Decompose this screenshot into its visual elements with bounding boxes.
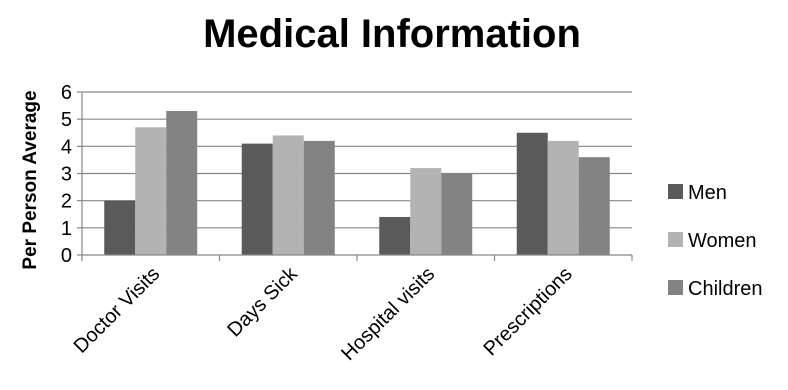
bar-men-hospital-visits: [379, 216, 411, 255]
x-category-label: Doctor Visits: [70, 263, 165, 358]
y-tick-label: 6: [61, 82, 72, 104]
legend: Men Women Children: [668, 182, 762, 300]
x-category-label: Days Sick: [223, 262, 302, 341]
legend-label-men: Men: [688, 182, 727, 204]
y-axis-label: Per Person Average: [20, 90, 41, 269]
legend-swatch-women: [668, 232, 683, 247]
legend-swatch-children: [668, 280, 683, 295]
bar-women-prescriptions: [547, 140, 579, 255]
axes: [81, 92, 633, 261]
legend-swatch-men: [668, 184, 683, 199]
x-category-labels: Doctor Visits Days Sick Hospital visits Pre…: [70, 262, 577, 365]
bar-women-doctor-visits: [135, 127, 167, 255]
legend-label-children: Children: [688, 278, 762, 300]
y-tick-label: 5: [61, 109, 72, 131]
bar-women-days-sick: [272, 135, 304, 255]
chart-title: Medical Information: [203, 12, 581, 56]
y-tick-label: 1: [61, 218, 72, 240]
x-category-label: Hospital visits: [337, 263, 439, 365]
bar-men-prescriptions: [516, 132, 548, 255]
bar-children-days-sick: [303, 140, 335, 255]
bar-children-prescriptions: [578, 157, 610, 255]
y-tick-label: 0: [61, 245, 72, 267]
y-tick-label: 4: [61, 136, 72, 158]
bar-women-hospital-visits: [410, 168, 442, 255]
x-category-label: Prescriptions: [479, 263, 576, 360]
bar-men-days-sick: [241, 143, 273, 255]
bar-children-hospital-visits: [441, 173, 473, 255]
y-tick-labels: 0 1 2 3 4 5 6: [61, 82, 72, 267]
bar-men-doctor-visits: [104, 200, 136, 255]
legend-label-women: Women: [688, 230, 757, 252]
bar-children-doctor-visits: [166, 111, 198, 256]
y-tick-label: 3: [61, 164, 72, 186]
y-tick-label: 2: [61, 191, 72, 213]
bars: [104, 111, 610, 256]
